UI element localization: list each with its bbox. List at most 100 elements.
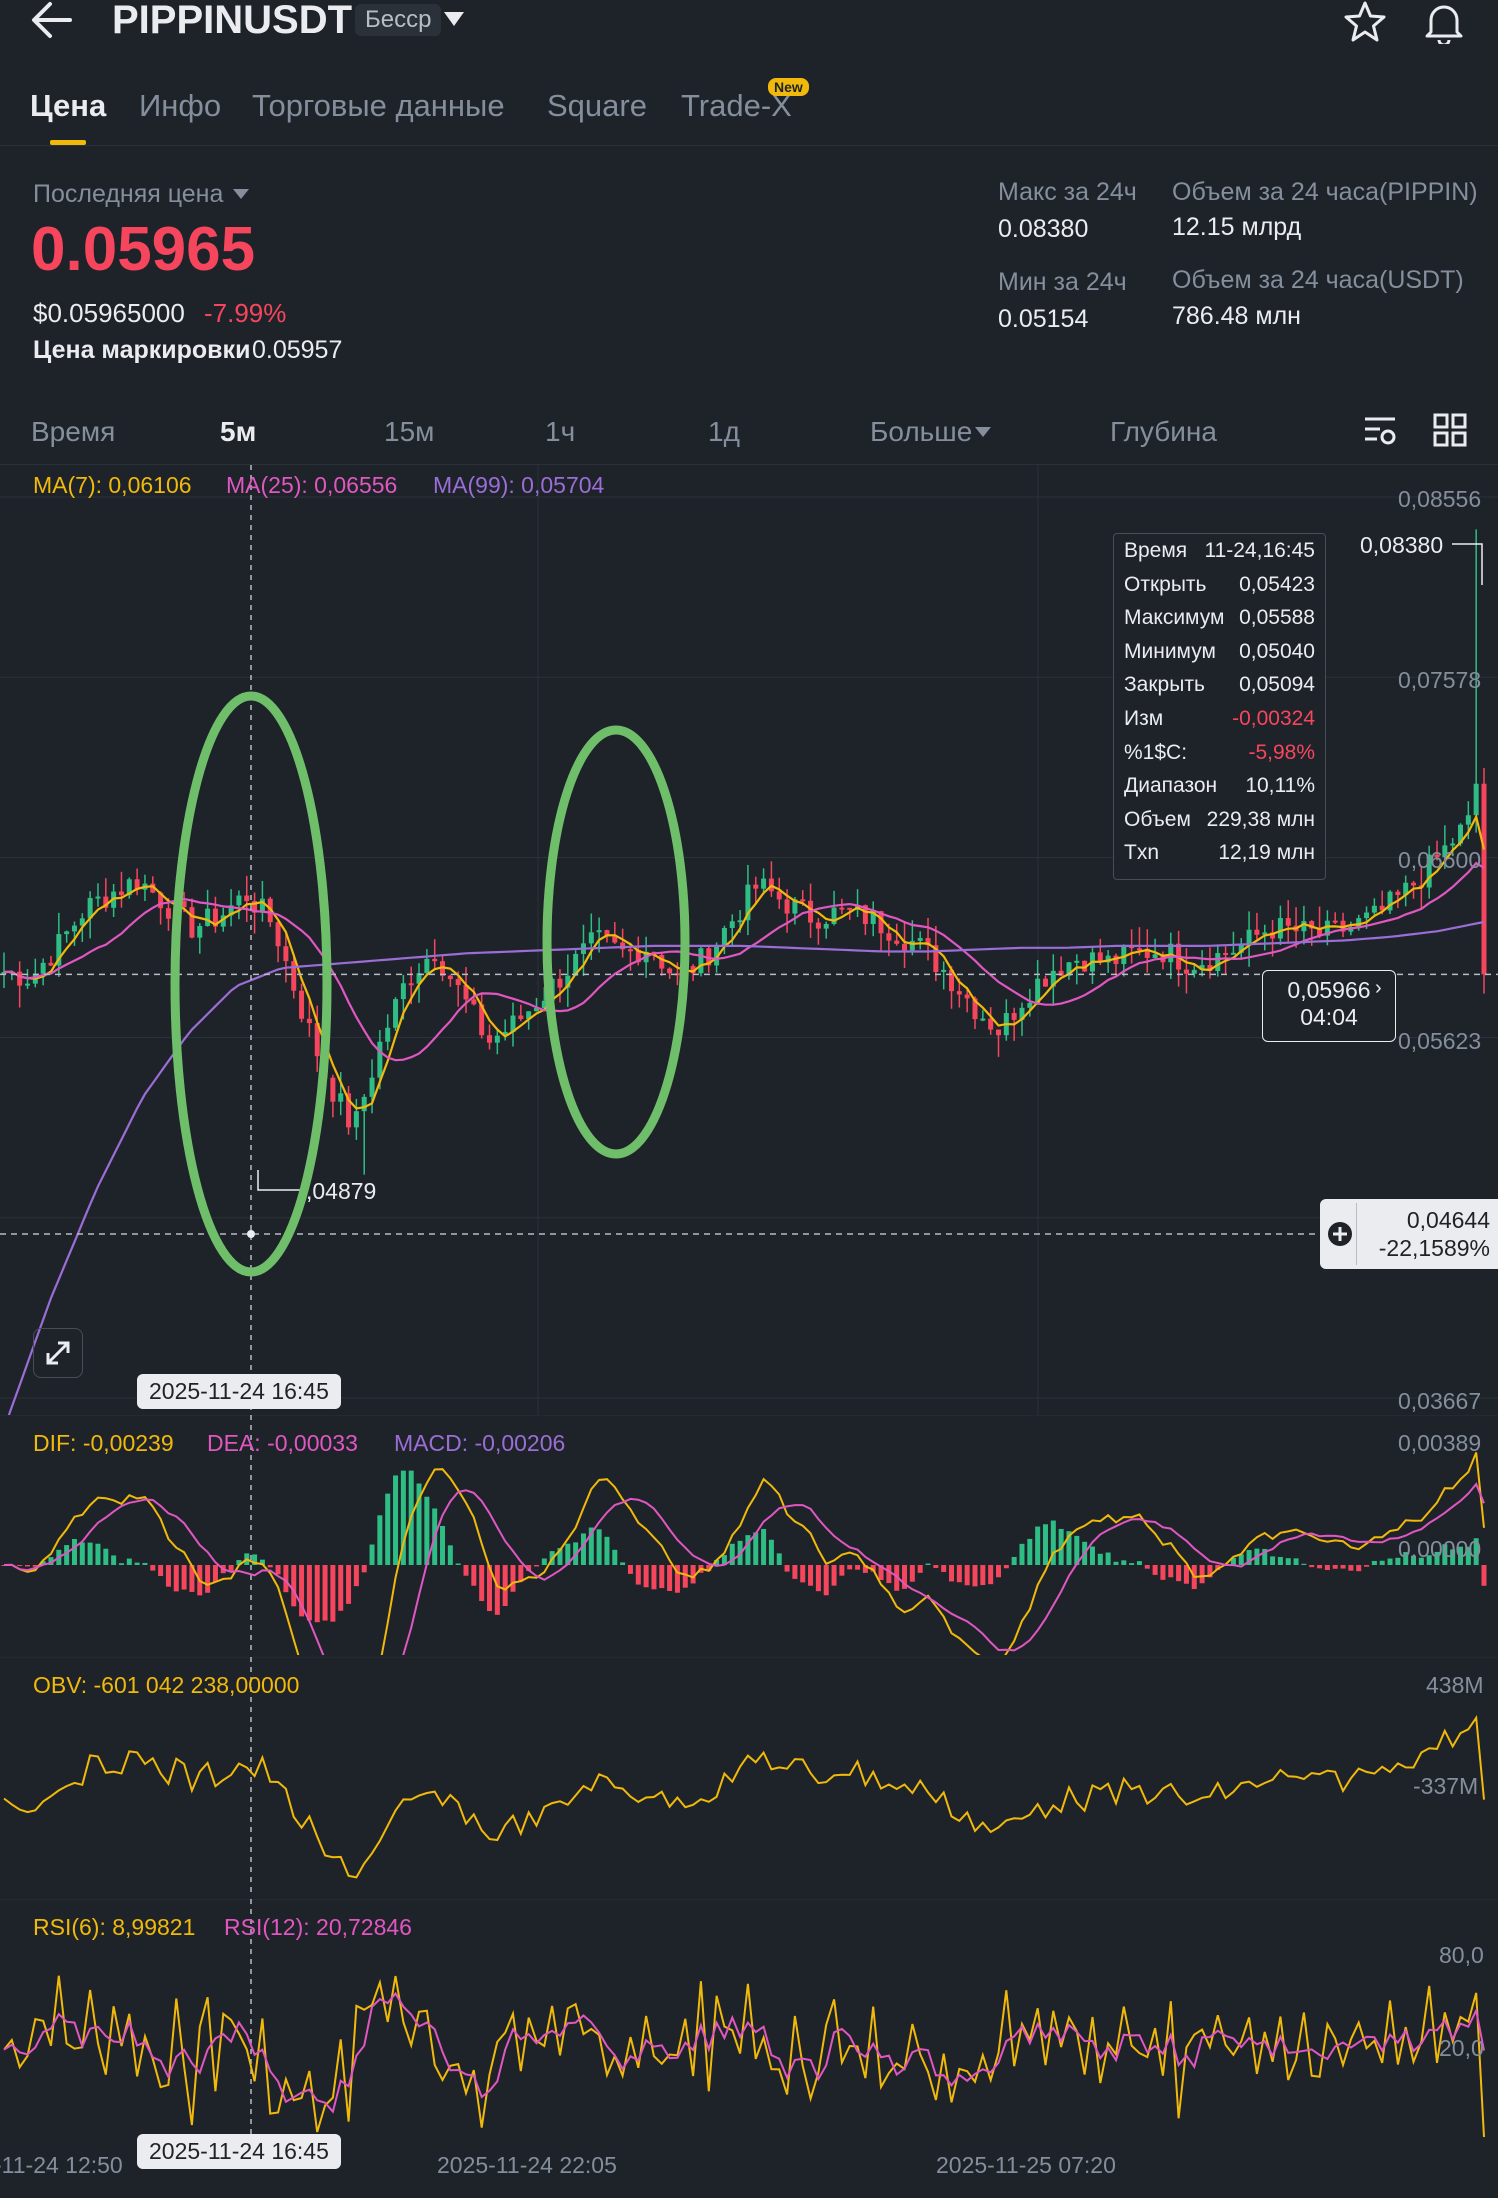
macd-histogram-bar [1301, 1563, 1307, 1565]
rsi12-label: RSI(12): 20,72846 [224, 1914, 412, 1940]
macd-histogram-bar [1340, 1565, 1346, 1569]
tooltip-row: Закрыть 0,05094 [1124, 673, 1315, 697]
plus-circle-icon[interactable] [1324, 1203, 1357, 1265]
candle-body [275, 922, 281, 947]
candle-body [103, 896, 109, 908]
candle-body [510, 1015, 516, 1032]
candle-body [40, 962, 46, 974]
chart-settings-icon[interactable] [1362, 412, 1398, 448]
macd-chart[interactable] [0, 1415, 1498, 1655]
high-marker: 0,08380 [1360, 532, 1444, 558]
interval-time[interactable]: Время [31, 416, 116, 447]
candle-body [150, 883, 156, 893]
contract-type-badge: Бесср [355, 4, 442, 36]
ma7-line [3, 813, 1486, 1110]
macd-histogram-bar [1356, 1565, 1362, 1572]
price-axis-label: 0,08556 [1398, 486, 1482, 512]
tooltip-row: Диапазон 10,11% [1124, 774, 1315, 798]
more-caret-icon[interactable] [974, 426, 992, 438]
candle-body [369, 1077, 375, 1097]
grid-icon[interactable] [1432, 412, 1468, 448]
tab-info[interactable]: Инфо [139, 88, 222, 123]
obv-label: OBV: -601 042 238,00000 [33, 1672, 300, 1698]
macd-histogram-bar [1473, 1538, 1479, 1565]
caret-down-icon[interactable] [232, 188, 250, 200]
ma25-line [3, 861, 1485, 1062]
candle-body [1426, 854, 1432, 888]
macd-histogram-bar [1105, 1552, 1111, 1565]
interval-depth[interactable]: Глубина [1110, 416, 1217, 447]
current-price-box[interactable]: 0,05966 04:04 › [1262, 970, 1396, 1042]
candle-body [432, 958, 438, 962]
macd-histogram-bar [322, 1565, 328, 1621]
chevron-down-icon[interactable] [442, 10, 466, 28]
candle-body [408, 983, 414, 986]
macd-histogram-bar [393, 1475, 399, 1565]
candle-body [1458, 824, 1464, 844]
candle-body [1473, 783, 1479, 816]
macd-histogram-bar [533, 1565, 539, 1567]
macd-histogram-bar [526, 1565, 532, 1571]
candlestick-chart[interactable] [0, 465, 1498, 1415]
interval-bar: Время 5м 15м 1ч 1д Больше Глубина [0, 400, 1498, 465]
tooltip-row: Объем 229,38 млн [1124, 807, 1315, 831]
macd-histogram-bar [275, 1565, 281, 1575]
candle-body [635, 949, 641, 963]
macd-histogram-bar [424, 1496, 430, 1565]
macd-histogram-bar [111, 1555, 117, 1565]
bell-icon[interactable] [1423, 0, 1465, 44]
macd-histogram-bar [40, 1561, 46, 1565]
macd-histogram-bar [236, 1560, 242, 1565]
macd-histogram-bar [1418, 1557, 1424, 1565]
macd-histogram-bar [95, 1543, 101, 1565]
macd-histogram-bar [565, 1543, 571, 1565]
expand-icon[interactable] [33, 1328, 83, 1378]
candle-body [299, 990, 305, 1019]
candle-body [1011, 1013, 1017, 1020]
tooltip-row: Время 11-24,16:45 [1124, 539, 1315, 562]
candle-body [314, 1023, 320, 1057]
candle-body [220, 915, 226, 927]
crosshair-price-box[interactable]: 0,04644 -22,1589% [1320, 1199, 1498, 1269]
candle-body [424, 958, 430, 974]
candle-body [995, 1029, 1001, 1036]
active-tab-indicator [50, 140, 86, 145]
macd-histogram-bar [1426, 1555, 1432, 1565]
interval-1h[interactable]: 1ч [545, 416, 576, 447]
symbol-title[interactable]: PIPPINUSDT [112, 0, 353, 42]
macd-histogram-bar [1042, 1524, 1048, 1565]
interval-5m[interactable]: 5м [220, 416, 257, 447]
candle-body [1356, 918, 1362, 927]
candle-body [134, 879, 140, 890]
candle-body [1019, 1007, 1025, 1020]
candle-body [596, 930, 602, 933]
candle-body [620, 942, 626, 950]
interval-1d[interactable]: 1д [708, 416, 740, 447]
macd-histogram-bar [1442, 1544, 1448, 1565]
interval-more[interactable]: Больше [870, 416, 973, 447]
candle-body [964, 994, 970, 999]
arrow-left-icon[interactable] [30, 0, 74, 40]
candle-body [526, 1011, 532, 1019]
tab-square[interactable]: Square [547, 88, 647, 123]
obv-chart[interactable] [0, 1657, 1498, 1897]
interval-15m[interactable]: 15м [384, 416, 435, 447]
rsi-chart[interactable] [0, 1899, 1498, 2145]
macd-histogram-bar [1270, 1556, 1276, 1565]
candle-body [1058, 970, 1064, 976]
macd-histogram-bar [714, 1560, 720, 1565]
macd-histogram-bar [980, 1565, 986, 1586]
candle-body [925, 938, 931, 946]
tab-trading-data[interactable]: Торговые данные [252, 88, 505, 123]
candle-body [1207, 965, 1213, 972]
candle-body [792, 899, 798, 914]
macd-histogram-bar [1003, 1565, 1009, 1569]
tab-price[interactable]: Цена [30, 88, 107, 123]
star-icon[interactable] [1343, 0, 1387, 42]
macd-histogram-bar [894, 1565, 900, 1591]
candle-body [941, 969, 947, 972]
macd-histogram-bar [299, 1565, 305, 1617]
low-marker-line [257, 1170, 300, 1191]
candle-body [1364, 912, 1370, 919]
last-price-label[interactable]: Последняя цена [33, 180, 224, 208]
